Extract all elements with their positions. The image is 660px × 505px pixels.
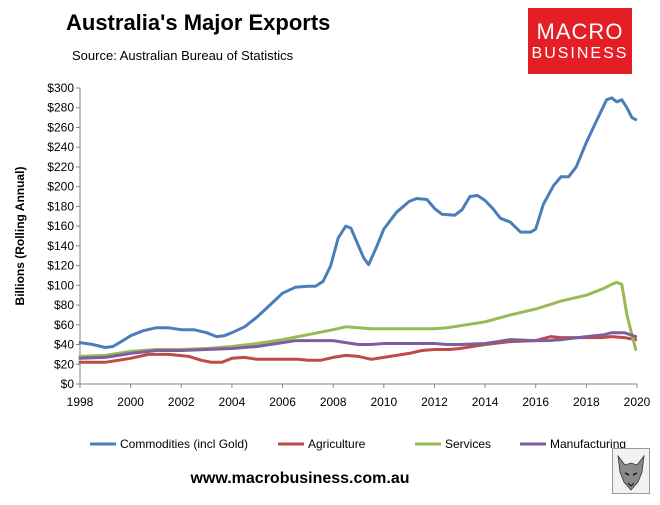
- source-note: Source: Australian Bureau of Statistics: [72, 48, 294, 63]
- y-tick-label: $80: [54, 298, 74, 312]
- y-tick-label: $40: [54, 338, 74, 352]
- y-tick-label: $280: [47, 101, 74, 115]
- x-tick-label: 2010: [370, 395, 397, 409]
- x-tick-label: 2014: [472, 395, 499, 409]
- x-tick-label: 2002: [168, 395, 195, 409]
- series-line-manufacturing: [78, 331, 638, 360]
- x-tick-label: 1998: [67, 395, 94, 409]
- y-tick-label: $140: [47, 239, 74, 253]
- y-tick-label: $160: [47, 219, 74, 233]
- y-tick-label: $120: [47, 259, 74, 273]
- y-tick-label: $0: [61, 377, 75, 391]
- x-tick-label: 2004: [219, 395, 246, 409]
- x-tick-label: 2006: [269, 395, 296, 409]
- y-tick-label: $300: [47, 81, 74, 95]
- y-tick-label: $20: [54, 357, 74, 371]
- y-tick-label: $220: [47, 160, 74, 174]
- x-tick-label: 2012: [421, 395, 448, 409]
- chart-axes: $0 $20 $40 $60 $80 $100 $120 $140 $160 $180 $200 $2…: [13, 81, 651, 409]
- legend-label: Agriculture: [308, 437, 366, 451]
- logo-line-1: MACRO: [536, 19, 624, 44]
- y-tick-label: $180: [47, 199, 74, 213]
- wolf-logo-icon: [612, 448, 650, 494]
- macrobusiness-logo: MACRO BUSINESS: [528, 8, 632, 74]
- legend-label: Manufacturing: [550, 437, 626, 451]
- website-url[interactable]: www.macrobusiness.com.au: [190, 470, 410, 487]
- y-tick-label: $100: [47, 278, 74, 292]
- logo-line-2: BUSINESS: [531, 45, 629, 62]
- series-line-agriculture: [78, 335, 638, 364]
- x-tick-label: 2000: [117, 395, 144, 409]
- chart-series: [78, 96, 638, 364]
- chart-title: Australia's Major Exports: [66, 10, 331, 35]
- y-tick-label: $60: [54, 318, 74, 332]
- chart-legend: Commodities (incl Gold) Agriculture Servic…: [90, 437, 626, 451]
- x-tick-label: 2008: [320, 395, 347, 409]
- x-tick-label: 2020: [624, 395, 651, 409]
- x-tick-label: 2018: [573, 395, 600, 409]
- legend-label: Services: [445, 437, 491, 451]
- legend-label: Commodities (incl Gold): [120, 437, 248, 451]
- y-tick-label: $200: [47, 180, 74, 194]
- x-tick-label: 2016: [522, 395, 549, 409]
- y-axis-title: Billions (Rolling Annual): [13, 167, 27, 306]
- series-line-commodities-incl-gold: [78, 96, 638, 349]
- y-tick-label: $240: [47, 140, 74, 154]
- y-tick-label: $260: [47, 120, 74, 134]
